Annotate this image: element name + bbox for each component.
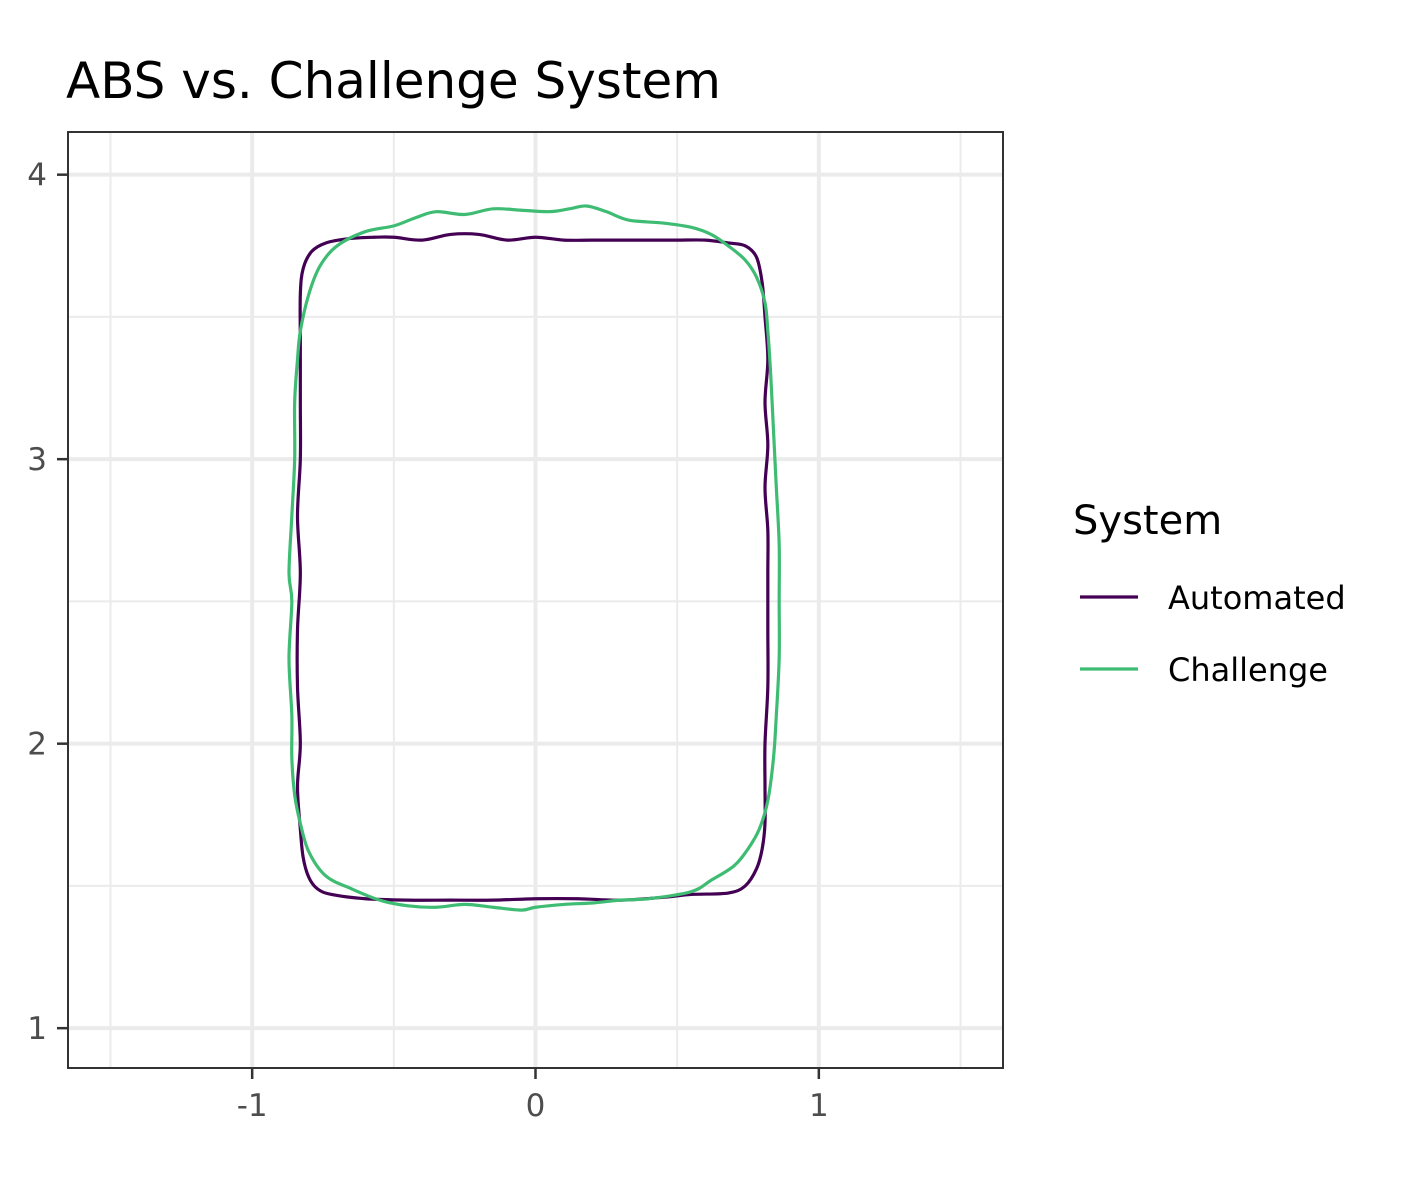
y-tick-label: 3 xyxy=(27,442,47,478)
legend: System Automated Challenge xyxy=(1073,498,1346,689)
y-tick-label: 1 xyxy=(27,1011,47,1047)
y-tick-label: 2 xyxy=(27,727,47,763)
legend-label-challenge: Challenge xyxy=(1168,651,1328,689)
x-tick-label: 1 xyxy=(809,1088,829,1124)
major-grid xyxy=(68,132,1003,1068)
legend-title: System xyxy=(1073,498,1222,544)
x-tick-label: 0 xyxy=(526,1088,546,1124)
chart-title: ABS vs. Challenge System xyxy=(66,52,721,110)
y-axis: 1 2 3 4 xyxy=(27,158,68,1047)
series-line-automated xyxy=(295,232,770,902)
legend-label-automated: Automated xyxy=(1168,579,1346,617)
x-tick-label: -1 xyxy=(237,1088,268,1124)
legend-items: Automated Challenge xyxy=(1080,579,1346,689)
series-line-challenge xyxy=(287,204,781,912)
x-axis: -1 0 1 xyxy=(237,1068,829,1124)
series-layer xyxy=(287,204,781,912)
y-tick-label: 4 xyxy=(27,158,47,194)
